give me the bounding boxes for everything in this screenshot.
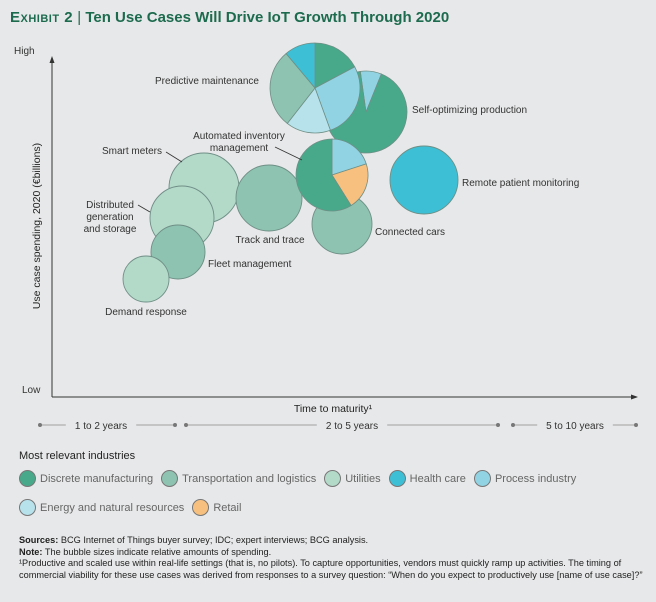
legend-label: Retail: [213, 501, 242, 514]
legend-label: Discrete manufacturing: [40, 472, 154, 485]
maturity-band-label: 5 to 10 years: [546, 421, 604, 432]
wedge-discrete-manufacturing: [314, 42, 356, 89]
wedge-retail: [331, 163, 369, 207]
bubble-label-self-optimizing-production: Self-optimizing production: [412, 105, 527, 116]
chart-title: Exhibit 2 | Ten Use Cases Will Drive IoT…: [10, 9, 449, 26]
y-axis-arrow: [49, 56, 55, 63]
bubble-label-text: management: [210, 143, 269, 154]
legend-swatch: [473, 470, 491, 487]
y-tick-high: High: [14, 46, 35, 57]
wedge-energy-and-natural-resources: [286, 87, 331, 134]
bubble-label-text: Distributed: [86, 200, 134, 211]
wedge-health-care: [285, 42, 316, 90]
bubble-predictive-maintenance: [269, 42, 361, 134]
wedge-process-industry: [314, 66, 361, 131]
maturity-band-1-to-2-years: 1 to 2 years: [38, 418, 177, 432]
legend-swatch: [324, 470, 342, 487]
leader-line: [137, 204, 151, 213]
bubble-circle: [389, 145, 459, 215]
bubble-remote-patient-monitoring: [389, 145, 459, 215]
legend-swatch: [161, 470, 179, 487]
bubble-label-text: Fleet management: [208, 259, 292, 270]
bubble-label-demand-response: Demand response: [105, 307, 187, 318]
y-axis-label: Use case spending, 2020 (€billions): [31, 143, 43, 309]
legend-swatch: [19, 499, 36, 516]
bubble-label-text: Remote patient monitoring: [462, 178, 579, 189]
maturity-band-5-to-10-years: 5 to 10 years: [511, 418, 638, 432]
bubble-label-fleet-management: Fleet management: [208, 259, 292, 270]
bubble-track-and-trace: [235, 164, 303, 232]
leader-line: [165, 151, 183, 163]
x-axis-arrow: [631, 394, 638, 400]
sources-text: BCG Internet of Things buyer survey; IDC…: [60, 535, 369, 545]
legend-swatch: [388, 470, 406, 487]
bubble-label-predictive-maintenance: Predictive maintenance: [155, 76, 259, 87]
legend-item-retail: Retail: [192, 499, 241, 516]
legend-swatch: [19, 470, 36, 487]
bubble-label-text: Demand response: [105, 307, 187, 318]
legend-label: Process industry: [494, 472, 577, 485]
bubble-label-text: Connected cars: [375, 227, 445, 238]
wedge-discrete-manufacturing: [295, 138, 352, 212]
x-axis-label: Time to maturity¹: [294, 403, 373, 415]
title-separator: |: [77, 9, 82, 26]
legend-item-discrete-manufacturing: Discrete manufacturing: [19, 470, 153, 487]
wedge-transportation-and-logistics: [269, 52, 316, 125]
legend-item-transportation-and-logistics: Transportation and logistics: [161, 470, 316, 487]
bubble-demand-response: [122, 255, 170, 303]
bubble-automated-inventory-management: [295, 138, 369, 212]
maturity-band-label: 1 to 2 years: [75, 421, 127, 432]
bubble-label-text: Self-optimizing production: [412, 105, 527, 116]
title-text: Ten Use Cases Will Drive IoT Growth Thro…: [85, 9, 450, 26]
bubble-circle: [235, 164, 303, 232]
bubble-label-text: and storage: [84, 224, 137, 235]
legend-label: Transportation and logistics: [182, 472, 317, 485]
legend-item-process-industry: Process industry: [473, 470, 577, 487]
bubble-label-text: Predictive maintenance: [155, 76, 259, 87]
bubble-label-remote-patient-monitoring: Remote patient monitoring: [462, 178, 579, 189]
maturity-band-2-to-5-years: 2 to 5 years: [184, 418, 500, 432]
note-label: Note:: [19, 546, 43, 557]
wedge-process-industry: [331, 138, 367, 176]
bubble-label-text: Track and trace: [235, 235, 305, 246]
bubble-label-connected-cars: Connected cars: [375, 227, 445, 238]
legend-label: Health care: [409, 472, 466, 485]
legend-row-2: Energy and natural resources Retail: [19, 499, 241, 516]
bubble-label-track-and-trace: Track and trace: [235, 235, 305, 246]
maturity-band-label: 2 to 5 years: [326, 421, 378, 432]
bubble-chart: High Low Use case spending, 2020 (€billi…: [14, 42, 638, 432]
bubble-circle: [122, 255, 170, 303]
legend-row-1: Discrete manufacturing Transportation and…: [19, 470, 576, 487]
bubble-label-text: generation: [86, 212, 133, 223]
notes: Sources: BCG Internet of Things buyer su…: [19, 535, 644, 581]
legend-swatch: [192, 499, 210, 516]
bubble-label-text: Smart meters: [102, 146, 162, 157]
y-tick-low: Low: [22, 385, 41, 396]
legend-item-utilities: Utilities: [324, 470, 381, 487]
legend-label: Utilities: [345, 472, 381, 485]
legend-label: Energy and natural resources: [40, 501, 185, 514]
sources-label: Sources:: [19, 535, 59, 545]
legend-item-energy-and-natural-resources: Energy and natural resources: [19, 499, 184, 516]
leader-line: [274, 146, 303, 161]
exhibit-label: Exhibit 2: [10, 9, 74, 26]
bubble-label-text: Automated inventory: [193, 131, 285, 142]
footnote: ¹Productive and scaled use within real-l…: [19, 558, 643, 580]
note-text: The bubble sizes indicate relative amoun…: [44, 546, 272, 557]
bubble-label-smart-meters: Smart meters: [102, 146, 183, 163]
legend-title: Most relevant industries: [19, 450, 136, 462]
legend-item-health-care: Health care: [388, 470, 466, 487]
